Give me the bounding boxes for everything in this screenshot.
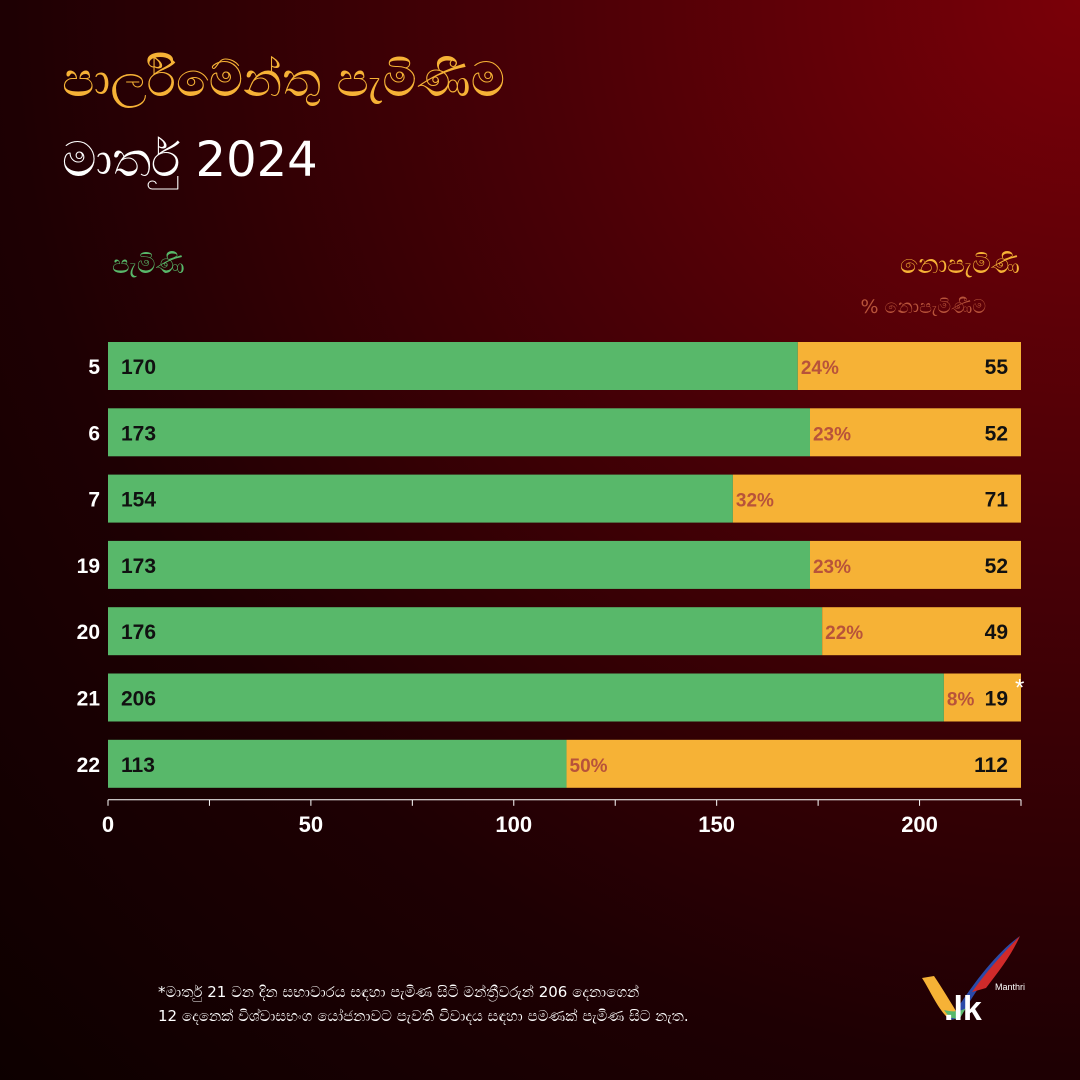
- x-tick-label: 50: [299, 812, 323, 837]
- bar-absent-5: [797, 342, 1021, 390]
- absent-pct-5: 24%: [801, 358, 839, 379]
- present-value-6: 173: [121, 422, 156, 445]
- absent-value-6: 52: [985, 422, 1008, 445]
- category-label-22: 22: [77, 754, 100, 777]
- footnote-line-1: *මාර්තු 21 වන දින සභාවාරය සඳහා පැමිණ සිට…: [158, 983, 640, 1001]
- absent-pct-19: 23%: [813, 557, 851, 578]
- absent-pct-7: 32%: [736, 491, 774, 512]
- bar-present-20: [108, 607, 823, 656]
- bar-absent-7: [732, 474, 1021, 523]
- footnote-line-2: 12 දෙනෙක් විශ්වාසභංග යෝජනාවට පැවති විවාද…: [158, 1007, 689, 1025]
- present-value-5: 170: [121, 356, 156, 379]
- bar-present-21: [108, 673, 944, 722]
- category-label-20: 20: [77, 621, 100, 644]
- bar-absent-22: [566, 739, 1021, 788]
- footnote: *මාර්තු 21 වන දින සභාවාරය සඳහා පැමිණ සිට…: [158, 980, 898, 1028]
- bar-present-5: [108, 342, 798, 390]
- bar-present-7: [108, 474, 733, 523]
- absent-value-20: 49: [985, 621, 1008, 644]
- x-tick-label: 200: [901, 812, 938, 837]
- category-label-5: 5: [88, 356, 100, 379]
- footnote-marker: *: [1015, 675, 1024, 702]
- bar-present-22: [108, 739, 567, 788]
- bar-present-6: [108, 408, 810, 457]
- bar-absent-19: [809, 540, 1021, 589]
- legend-present-label: පැමිණි: [112, 250, 185, 280]
- bar-absent-6: [809, 408, 1021, 457]
- absent-pct-20: 22%: [825, 623, 863, 644]
- x-tick-label: 150: [698, 812, 735, 837]
- absent-pct-6: 23%: [813, 424, 851, 445]
- logo-small-text: Manthri: [995, 982, 1026, 992]
- present-value-22: 113: [121, 754, 155, 777]
- legend-absent-pct-label: % නොපැමිණීම: [860, 296, 986, 318]
- legend-absent-label: නොපැමිණි: [899, 250, 1020, 280]
- absent-value-21: 19: [985, 688, 1008, 711]
- present-value-7: 154: [121, 489, 156, 512]
- chart-title: පාර්ලිමේන්තු පැමිණීම: [62, 52, 506, 108]
- bar-present-19: [108, 540, 810, 589]
- present-value-20: 176: [121, 621, 156, 644]
- present-value-19: 173: [121, 555, 156, 578]
- x-tick-label: 0: [102, 812, 114, 837]
- logo-brand-text: .lk: [944, 990, 982, 1028]
- x-tick-label: 100: [495, 812, 532, 837]
- chart-subtitle: මාර්තු 2024: [62, 132, 318, 188]
- bar-absent-21: [943, 673, 1021, 722]
- category-label-7: 7: [88, 489, 100, 512]
- absent-value-5: 55: [985, 356, 1009, 379]
- absent-value-19: 52: [985, 555, 1008, 578]
- bar-absent-20: [822, 607, 1021, 656]
- manthri-logo-icon: [922, 936, 1020, 1020]
- present-value-21: 206: [121, 688, 156, 711]
- category-label-21: 21: [77, 688, 101, 711]
- absent-value-22: 112: [974, 754, 1008, 777]
- category-label-6: 6: [88, 422, 100, 445]
- absent-pct-21: 8%: [947, 690, 975, 711]
- absent-pct-22: 50%: [570, 756, 608, 777]
- absent-value-7: 71: [985, 489, 1009, 512]
- category-label-19: 19: [77, 555, 100, 578]
